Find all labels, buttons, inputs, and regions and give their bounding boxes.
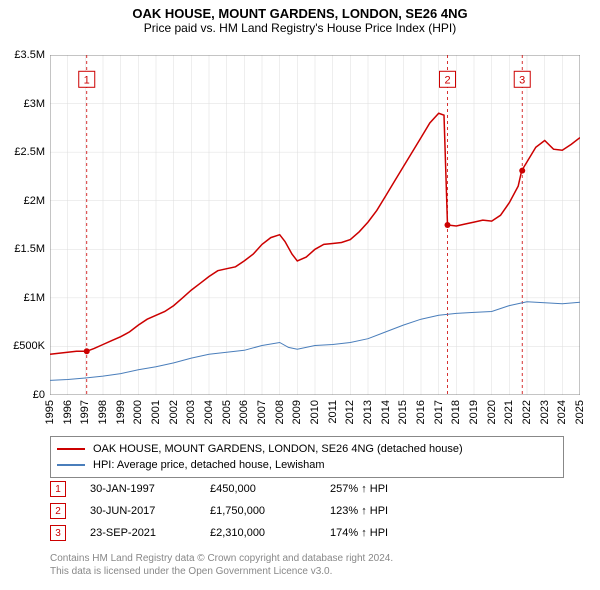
sale-record-row: 2 30-JUN-2017£1,750,000123% ↑ HPI — [50, 500, 440, 522]
y-axis-label: £500K — [5, 340, 45, 352]
x-axis-label: 2002 — [168, 400, 180, 424]
x-axis-label: 1997 — [79, 400, 91, 424]
y-axis-label: £1.5M — [5, 243, 45, 255]
chart-container: OAK HOUSE, MOUNT GARDENS, LONDON, SE26 4… — [0, 0, 600, 590]
record-date: 30-JAN-1997 — [90, 483, 210, 495]
footer-attribution: Contains HM Land Registry data © Crown c… — [50, 552, 393, 578]
record-marker: 1 — [50, 481, 66, 497]
record-pct: 257% ↑ HPI — [330, 483, 440, 495]
legend-label: OAK HOUSE, MOUNT GARDENS, LONDON, SE26 4… — [93, 443, 463, 455]
x-axis-label: 2010 — [309, 400, 321, 424]
record-pct: 174% ↑ HPI — [330, 527, 440, 539]
x-axis-label: 2019 — [468, 400, 480, 424]
record-price: £1,750,000 — [210, 505, 330, 517]
svg-text:1: 1 — [84, 74, 90, 86]
x-axis-label: 2003 — [185, 400, 197, 424]
x-axis-label: 2015 — [397, 400, 409, 424]
x-axis-label: 2004 — [203, 400, 215, 424]
x-axis-label: 2006 — [238, 400, 250, 424]
x-axis-label: 2017 — [433, 400, 445, 424]
x-axis-label: 2022 — [521, 400, 533, 424]
y-axis-label: £2M — [5, 195, 45, 207]
x-axis-label: 2007 — [256, 400, 268, 424]
record-marker: 3 — [50, 525, 66, 541]
x-axis-label: 2016 — [415, 400, 427, 424]
x-axis-label: 2020 — [486, 400, 498, 424]
footer-line-2: This data is licensed under the Open Gov… — [50, 565, 393, 578]
svg-text:3: 3 — [519, 74, 525, 86]
y-axis-label: £2.5M — [5, 146, 45, 158]
legend-item: OAK HOUSE, MOUNT GARDENS, LONDON, SE26 4… — [57, 441, 557, 457]
legend-item: HPI: Average price, detached house, Lewi… — [57, 457, 557, 473]
record-marker: 2 — [50, 503, 66, 519]
svg-text:2: 2 — [444, 74, 450, 86]
sale-record-row: 1 30-JAN-1997£450,000257% ↑ HPI — [50, 478, 440, 500]
x-axis-label: 2024 — [556, 400, 568, 424]
line-chart: 1 2 3 — [50, 55, 580, 395]
x-axis-label: 1996 — [62, 400, 74, 424]
x-axis-label: 2013 — [362, 400, 374, 424]
x-axis-label: 2008 — [274, 400, 286, 424]
chart-title: OAK HOUSE, MOUNT GARDENS, LONDON, SE26 4… — [0, 0, 600, 21]
record-date: 30-JUN-2017 — [90, 505, 210, 517]
x-axis-label: 2005 — [221, 400, 233, 424]
x-axis-label: 2023 — [539, 400, 551, 424]
sale-record-row: 3 23-SEP-2021£2,310,000174% ↑ HPI — [50, 522, 440, 544]
legend-swatch — [57, 448, 85, 450]
x-axis-label: 1998 — [97, 400, 109, 424]
chart-subtitle: Price paid vs. HM Land Registry's House … — [0, 21, 600, 39]
x-axis-label: 2012 — [344, 400, 356, 424]
record-price: £450,000 — [210, 483, 330, 495]
footer-line-1: Contains HM Land Registry data © Crown c… — [50, 552, 393, 565]
sale-records: 1 30-JAN-1997£450,000257% ↑ HPI 2 30-JUN-20… — [50, 478, 440, 544]
x-axis-label: 2011 — [327, 400, 339, 424]
y-axis-label: £3M — [5, 98, 45, 110]
record-price: £2,310,000 — [210, 527, 330, 539]
record-date: 23-SEP-2021 — [90, 527, 210, 539]
legend-swatch — [57, 464, 85, 466]
x-axis-label: 2014 — [380, 400, 392, 424]
record-pct: 123% ↑ HPI — [330, 505, 440, 517]
y-axis-label: £0 — [5, 389, 45, 401]
legend-label: HPI: Average price, detached house, Lewi… — [93, 459, 325, 471]
x-axis-label: 2001 — [150, 400, 162, 424]
x-axis-label: 2018 — [450, 400, 462, 424]
y-axis-label: £3.5M — [5, 49, 45, 61]
legend: OAK HOUSE, MOUNT GARDENS, LONDON, SE26 4… — [50, 436, 564, 478]
x-axis-label: 2025 — [574, 400, 586, 424]
x-axis-label: 1995 — [44, 400, 56, 424]
y-axis-label: £1M — [5, 292, 45, 304]
x-axis-label: 2009 — [291, 400, 303, 424]
x-axis-label: 1999 — [115, 400, 127, 424]
x-axis-label: 2021 — [503, 400, 515, 424]
x-axis-label: 2000 — [132, 400, 144, 424]
